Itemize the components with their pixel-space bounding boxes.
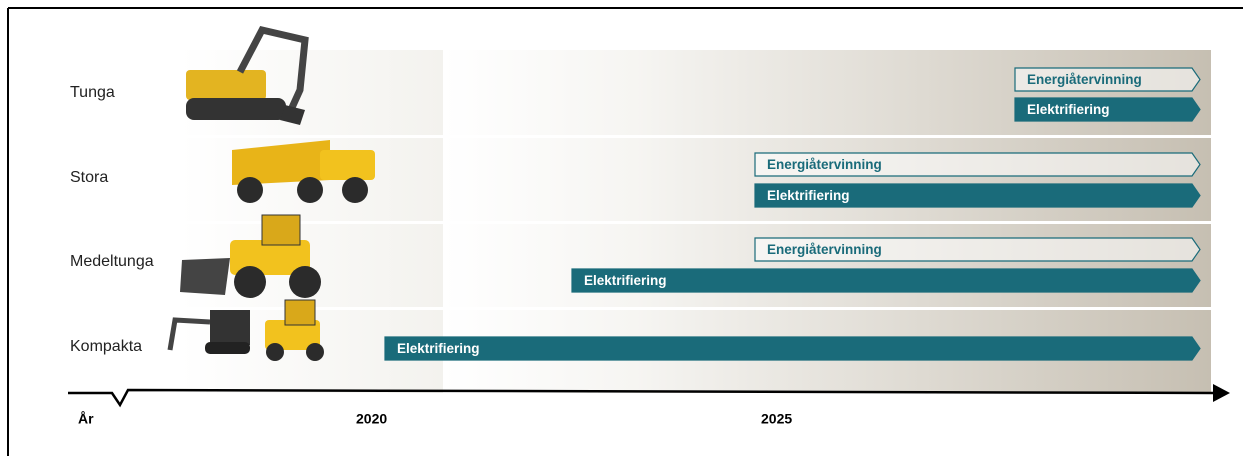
bar-label: Elektrifiering (767, 188, 850, 203)
bar (571, 268, 1201, 293)
bar-label: Elektrifiering (584, 273, 667, 288)
row-label: Stora (70, 169, 108, 186)
axis-unit: År (78, 411, 94, 427)
bar-label: Elektrifiering (397, 341, 480, 356)
machine-icons (167, 25, 375, 361)
bar-label: Energiåtervinning (767, 242, 882, 257)
bar-label: Energiåtervinning (767, 157, 882, 172)
row-label: Medeltunga (70, 253, 154, 270)
bar-outline (1014, 67, 1201, 92)
row-separators (180, 135, 1211, 310)
frame (7, 7, 1243, 456)
bar-outline (754, 237, 1201, 262)
bar (384, 336, 1201, 361)
bar-label: Energiåtervinning (1027, 72, 1142, 87)
bar-outline (754, 152, 1201, 177)
bar (754, 183, 1201, 208)
row-label: Kompakta (70, 338, 142, 355)
bar-label: Elektrifiering (1027, 102, 1110, 117)
axis-tick-label: 2025 (761, 411, 792, 427)
time-axis (68, 384, 1230, 408)
row-label: Tunga (70, 84, 115, 101)
bar (1014, 97, 1201, 122)
axis-tick-label: 2020 (356, 411, 387, 427)
